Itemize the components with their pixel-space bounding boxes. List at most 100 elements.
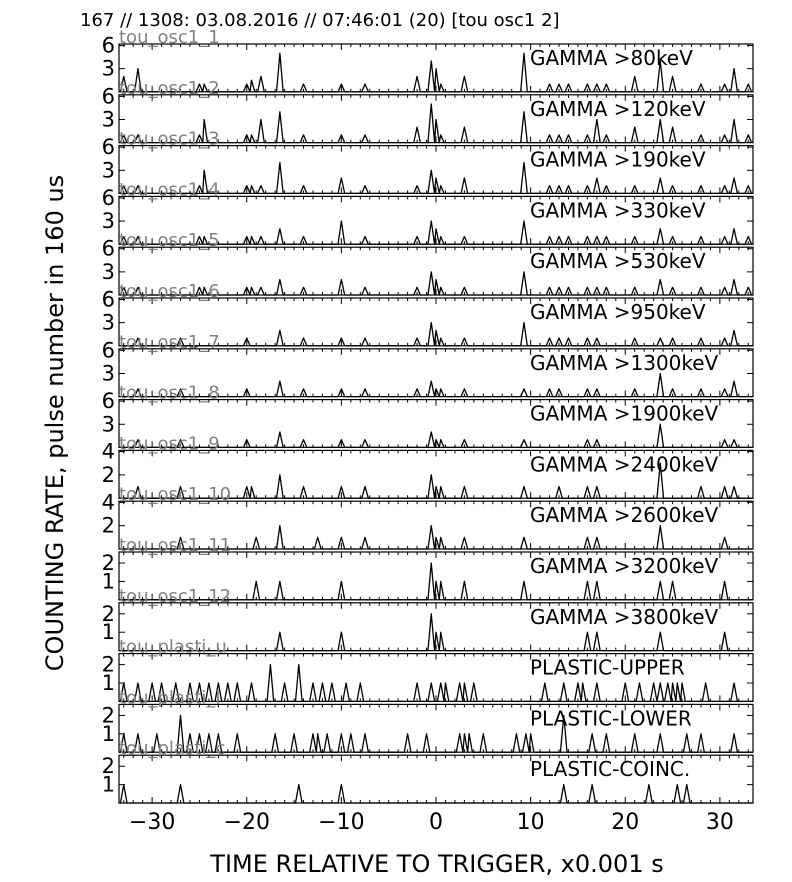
series-trace	[119, 613, 753, 652]
channel-tag: tou_osc1_11	[119, 535, 231, 556]
panel-3: 36 GAMMA >190keV tou_osc1_3	[102, 129, 754, 195]
y-tick-label: 1	[102, 569, 115, 593]
series-label: GAMMA >3200keV	[530, 554, 719, 578]
panel-6: 36 GAMMA >950keV tou_osc1_6	[102, 281, 754, 347]
y-tick-label: 2	[102, 463, 115, 487]
y-tick-label: 4	[102, 440, 115, 464]
series-label: GAMMA >950keV	[530, 300, 706, 324]
series-label: PLASTIC-COINC.	[530, 757, 690, 781]
series-trace	[119, 663, 753, 703]
channel-tag: tou_osc1_12	[119, 586, 231, 607]
series-trace	[119, 322, 753, 347]
y-tick-label: 6	[102, 135, 115, 159]
y-tick-label: 1	[102, 620, 115, 644]
y-tick-label: 3	[102, 57, 115, 81]
panel-12: 12 GAMMA >3800keV tou_osc1_12	[102, 586, 754, 652]
panel-15: 12 PLASTIC-COINC. tou_plasti_c	[102, 738, 754, 804]
panel-13: 12 PLASTIC-UPPER tou_plasti_u	[102, 637, 754, 703]
y-tick-label: 1	[102, 671, 115, 695]
channel-tag: tou_osc1_9	[119, 433, 220, 454]
y-tick-label: 6	[102, 237, 115, 261]
channel-tag: tou_osc1_5	[119, 230, 220, 251]
y-axis-label: COUNTING RATE, pulse number in 160 us	[41, 175, 69, 671]
y-tick-label: 6	[102, 34, 115, 58]
y-tick-label: 6	[102, 288, 115, 312]
y-tick-label: 3	[102, 260, 115, 284]
channel-tag: tou_osc1_1	[119, 27, 220, 48]
y-tick-label: 2	[102, 602, 115, 626]
panel-2: 36 GAMMA >120keV tou_osc1_2	[102, 78, 754, 144]
panel-14: 12 PLASTIC-LOWER tou_plasti_l	[102, 687, 754, 753]
y-tick-label: 3	[102, 361, 115, 385]
series-trace	[119, 271, 753, 296]
y-tick-label: 3	[102, 209, 115, 233]
series-trace	[119, 714, 753, 753]
x-tick-label: −20	[224, 810, 270, 835]
series-label: GAMMA >2600keV	[530, 503, 719, 527]
panel-8: 36 GAMMA >1900keV tou_osc1_8	[102, 383, 754, 449]
channel-tag: tou_plasti_u	[119, 637, 227, 658]
panel-9: 24 GAMMA >2400keV tou_osc1_9	[102, 433, 754, 499]
series-trace	[119, 783, 753, 804]
series-trace	[119, 525, 753, 550]
channel-tag: tou_osc1_7	[119, 332, 220, 353]
series-trace	[119, 372, 753, 398]
y-tick-label: 2	[102, 653, 115, 677]
channel-tag: tou_osc1_6	[119, 281, 220, 302]
x-tick-label: −30	[129, 810, 175, 835]
channel-tag: tou_plasti_c	[119, 738, 225, 759]
series-trace	[119, 103, 753, 144]
series-label: GAMMA >190keV	[530, 148, 706, 172]
series-label: GAMMA >330keV	[530, 198, 706, 222]
channel-tag: tou_osc1_3	[119, 129, 220, 150]
x-tick-label: 20	[611, 810, 639, 835]
series-trace	[119, 562, 753, 601]
series-trace	[119, 423, 753, 449]
series-label: GAMMA >3800keV	[530, 605, 719, 629]
y-tick-label: 3	[102, 412, 115, 436]
channel-tag: tou_osc1_8	[119, 383, 220, 404]
y-tick-label: 3	[102, 158, 115, 182]
series-label: GAMMA >2400keV	[530, 452, 719, 476]
y-tick-label: 2	[102, 703, 115, 727]
y-tick-label: 4	[102, 490, 115, 514]
y-tick-label: 3	[102, 311, 115, 335]
series-label: GAMMA >80keV	[530, 46, 693, 70]
y-tick-label: 6	[102, 338, 115, 362]
channel-tag: tou_osc1_4	[119, 179, 220, 200]
series-trace	[119, 220, 753, 245]
y-tick-label: 2	[102, 754, 115, 778]
panel-10: 24 GAMMA >2600keV tou_osc1_10	[102, 484, 754, 550]
channel-tag: tou_osc1_10	[119, 484, 231, 505]
series-trace	[119, 161, 753, 195]
series-label: GAMMA >1900keV	[530, 402, 719, 426]
y-tick-label: 6	[102, 389, 115, 413]
y-tick-label: 6	[102, 186, 115, 210]
series-label: GAMMA >120keV	[530, 97, 706, 121]
series-label: PLASTIC-UPPER	[530, 656, 685, 680]
x-tick-label: 30	[706, 810, 734, 835]
series-trace	[119, 462, 753, 499]
series-label: GAMMA >1300keV	[530, 351, 719, 375]
x-tick-label: 0	[429, 810, 443, 835]
x-axis: −30 −20 −10 0 10 20 30	[129, 810, 734, 835]
y-tick-label: 1	[102, 773, 115, 797]
series-trace	[119, 52, 753, 93]
y-tick-label: 6	[102, 84, 115, 108]
channel-tag: tou_plasti_l	[119, 687, 220, 708]
y-tick-label: 2	[102, 551, 115, 575]
series-label: PLASTIC-LOWER	[530, 706, 692, 730]
series-label: GAMMA >530keV	[530, 249, 706, 273]
x-tick-label: −10	[318, 810, 364, 835]
panel-1: 36 GAMMA >80keV tou_osc1_1	[102, 27, 754, 93]
channel-tag: tou_osc1_2	[119, 78, 220, 99]
panel-7: 36 GAMMA >1300keV tou_osc1_7	[102, 332, 754, 398]
panel-11: 12 GAMMA >3200keV tou_osc1_11	[102, 535, 754, 601]
y-tick-label: 1	[102, 722, 115, 746]
panel-4: 36 GAMMA >330keV tou_osc1_4	[102, 179, 754, 245]
y-tick-label: 2	[102, 514, 115, 538]
panel-5: 36 GAMMA >530keV tou_osc1_5	[102, 230, 754, 296]
x-axis-label: TIME RELATIVE TO TRIGGER, x0.001 s	[209, 850, 663, 878]
